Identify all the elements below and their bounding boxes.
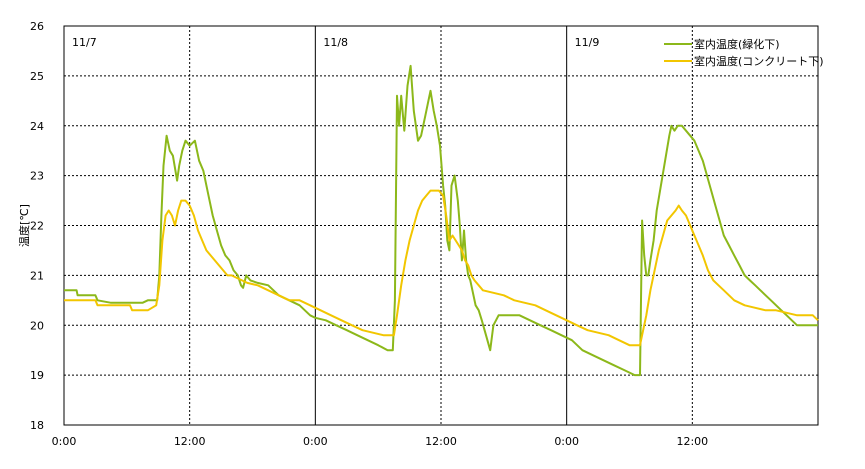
x-tick-label: 12:00 (676, 435, 708, 448)
x-tick-label: 0:00 (554, 435, 579, 448)
day-label: 11/9 (575, 36, 600, 49)
grid (64, 26, 818, 425)
x-tick-label: 12:00 (174, 435, 206, 448)
y-tick-label: 25 (30, 70, 44, 83)
y-tick-label: 23 (30, 170, 44, 183)
legend: 室内温度(緑化下) 室内温度(コンクリート下) (664, 37, 824, 68)
x-tick-label: 0:00 (52, 435, 77, 448)
series-line-0 (64, 64, 818, 377)
plot-frame (63, 25, 819, 426)
legend-label: 室内温度(緑化下) (694, 37, 780, 51)
x-tick-label: 0:00 (303, 435, 328, 448)
y-tick-label: 22 (30, 220, 44, 233)
y-tick-label: 24 (30, 120, 44, 133)
series-line-1 (64, 189, 819, 347)
day-label: 11/7 (72, 36, 97, 49)
x-tick-labels: 0:00 12:00 0:00 12:00 0:00 12:00 (52, 435, 709, 448)
y-tick-labels: 18 19 20 21 22 23 24 25 26 (30, 20, 44, 432)
day-label: 11/8 (323, 36, 348, 49)
legend-label: 室内温度(コンクリート下) (694, 54, 824, 68)
y-tick-label: 21 (30, 269, 44, 282)
y-tick-label: 20 (30, 319, 44, 332)
series-layer (64, 64, 819, 377)
day-labels: 11/7 11/8 11/9 (72, 36, 599, 49)
y-tick-label: 26 (30, 20, 44, 33)
y-tick-label: 19 (30, 369, 44, 382)
x-tick-label: 12:00 (425, 435, 457, 448)
y-tick-label: 18 (30, 419, 44, 432)
y-axis-label: 温度[℃] (17, 204, 31, 247)
